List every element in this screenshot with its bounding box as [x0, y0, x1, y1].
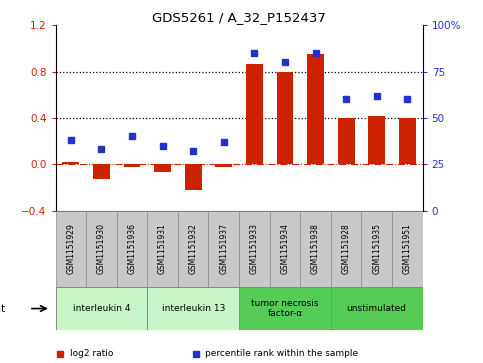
Bar: [86, 211, 117, 287]
Text: GSM1151930: GSM1151930: [97, 223, 106, 274]
Text: GSM1151933: GSM1151933: [250, 223, 259, 274]
Bar: [178, 211, 209, 287]
Text: interleukin 4: interleukin 4: [72, 304, 130, 313]
Bar: [209, 211, 239, 287]
Bar: [307, 54, 324, 164]
Text: agent: agent: [0, 303, 6, 314]
Text: GSM1151937: GSM1151937: [219, 223, 228, 274]
Text: GSM1151929: GSM1151929: [66, 223, 75, 274]
Bar: [331, 211, 361, 287]
Bar: [124, 164, 141, 167]
Text: tumor necrosis
factor-α: tumor necrosis factor-α: [251, 299, 319, 318]
Bar: [239, 287, 331, 330]
Text: GSM1151931: GSM1151931: [158, 223, 167, 274]
Text: GSM1151938: GSM1151938: [311, 223, 320, 274]
Bar: [300, 211, 331, 287]
Bar: [215, 164, 232, 167]
Text: GSM1151928: GSM1151928: [341, 223, 351, 274]
Text: GSM1151936: GSM1151936: [128, 223, 137, 274]
Bar: [56, 287, 147, 330]
Bar: [154, 164, 171, 172]
Bar: [239, 211, 270, 287]
Bar: [62, 162, 79, 164]
Bar: [147, 211, 178, 287]
Bar: [185, 164, 201, 190]
Bar: [338, 118, 355, 164]
Text: percentile rank within the sample: percentile rank within the sample: [205, 350, 358, 358]
Text: GSM1151932: GSM1151932: [189, 223, 198, 274]
Text: unstimulated: unstimulated: [347, 304, 407, 313]
Bar: [361, 211, 392, 287]
Bar: [117, 211, 147, 287]
Bar: [56, 211, 86, 287]
Bar: [93, 164, 110, 179]
Bar: [277, 72, 293, 164]
Bar: [369, 116, 385, 164]
Bar: [270, 211, 300, 287]
Bar: [147, 287, 239, 330]
Bar: [392, 211, 423, 287]
Text: GSM1151951: GSM1151951: [403, 223, 412, 274]
Text: interleukin 13: interleukin 13: [161, 304, 225, 313]
Bar: [399, 118, 416, 164]
Text: GSM1151935: GSM1151935: [372, 223, 381, 274]
Bar: [331, 287, 423, 330]
Text: GSM1151934: GSM1151934: [281, 223, 289, 274]
Text: log2 ratio: log2 ratio: [70, 350, 114, 358]
Title: GDS5261 / A_32_P152437: GDS5261 / A_32_P152437: [152, 11, 326, 24]
Bar: [246, 64, 263, 164]
